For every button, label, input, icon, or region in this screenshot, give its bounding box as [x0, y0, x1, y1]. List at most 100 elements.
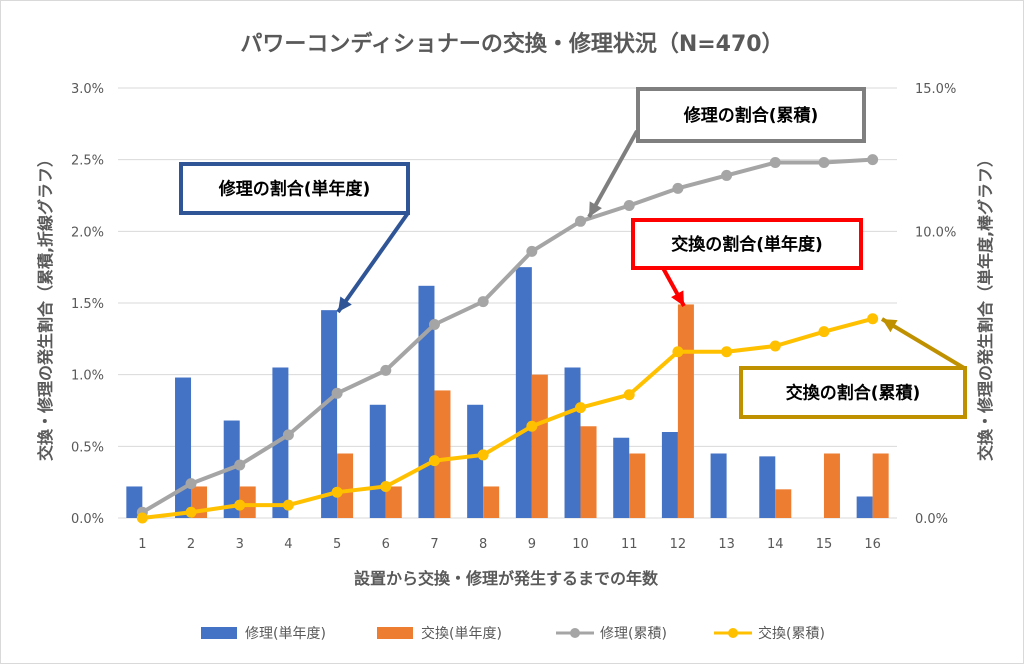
legend-label: 交換(単年度) [421, 625, 502, 642]
bar [823, 453, 840, 518]
legend-label: 修理(単年度) [245, 626, 326, 642]
x-tick-label: 14 [767, 537, 784, 552]
callout-arrowhead [338, 296, 352, 312]
legend-swatch-marker [570, 628, 580, 638]
bar [483, 486, 500, 518]
bar [629, 453, 646, 518]
line-point [769, 340, 781, 352]
right-tick-label: 15.0% [915, 82, 956, 97]
line-point [721, 169, 733, 181]
legend-swatch [377, 627, 413, 639]
bar [872, 453, 889, 518]
left-tick-label: 0.0% [71, 512, 104, 527]
x-tick-label: 15 [816, 537, 833, 552]
callout-arrowhead [882, 319, 898, 333]
left-tick-label: 2.5% [71, 154, 104, 169]
x-axis-ticks: 1 2 3 4 5 6 7 8 9 10 11 12 13 14 15 16 [138, 537, 881, 552]
callout-box [636, 87, 866, 143]
bar [531, 374, 548, 518]
bar [661, 432, 678, 518]
bar [564, 367, 581, 518]
x-tick-label: 2 [187, 537, 195, 552]
left-tick-label: 3.0% [71, 82, 104, 97]
line-point [380, 364, 392, 376]
line-point [428, 319, 440, 330]
line-point [428, 455, 440, 467]
line-point [526, 245, 538, 257]
bar [467, 404, 484, 518]
callout-box [631, 218, 863, 270]
x-tick-label: 10 [572, 537, 589, 552]
legend-label: 修理(累積) [600, 626, 667, 642]
x-tick-label: 6 [382, 537, 390, 552]
bar [434, 390, 451, 518]
line-point [672, 346, 684, 358]
right-axis-title: 交換・修理の発生割合（単年度,棒グラフ） [976, 151, 995, 461]
callout-box [739, 366, 967, 419]
gridlines [118, 87, 897, 519]
x-tick-label: 1 [138, 537, 146, 552]
bar [321, 310, 338, 518]
series-line [142, 316, 874, 520]
line-point [818, 326, 830, 338]
x-tick-label: 12 [670, 537, 687, 552]
x-tick-label: 7 [430, 537, 438, 552]
x-tick-label: 9 [528, 537, 536, 552]
line-point [818, 157, 830, 169]
line-point [477, 296, 489, 308]
right-tick-label: 0.0% [915, 512, 948, 527]
left-tick-label: 1.0% [71, 369, 104, 384]
legend-swatch-marker [728, 628, 738, 638]
x-tick-label: 3 [236, 537, 244, 552]
bar [337, 453, 354, 518]
right-axis-ticks: 0.0%5.0%10.0%15.0% [915, 82, 956, 527]
bar [515, 267, 532, 518]
x-tick-label: 5 [333, 537, 341, 552]
x-tick-label: 13 [718, 537, 735, 552]
chart-title: パワーコンディショナーの交換・修理状況（N=470） [240, 31, 783, 57]
line-point [721, 346, 733, 358]
line-point [282, 499, 294, 511]
line-point [185, 506, 197, 518]
callouts: 修理の割合(単年度) 修理の割合(累積) 交換の割合(単年度) 交換の割合(累積) [179, 87, 967, 419]
line-point [769, 157, 781, 169]
callout-arrowhead [671, 290, 684, 306]
x-tick-label: 8 [479, 537, 487, 552]
callout-label: 交換の割合(単年度) [671, 234, 823, 255]
line-point [526, 420, 538, 432]
line-point [867, 313, 879, 325]
callout-label: 修理の割合(累積) [683, 105, 819, 126]
series-line [141, 157, 873, 514]
bar [272, 367, 289, 518]
bar [175, 377, 192, 518]
callout-label: 交換の割合(累積) [786, 383, 921, 404]
legend-swatch [201, 627, 237, 639]
line-point [331, 486, 343, 498]
bar [580, 426, 597, 518]
left-tick-label: 0.5% [71, 440, 104, 455]
left-tick-label: 1.5% [71, 297, 104, 312]
line-point [282, 429, 294, 441]
callout-arrow-line [587, 130, 639, 218]
bar [710, 453, 727, 518]
line-point [867, 154, 879, 166]
x-tick-label: 4 [284, 537, 292, 552]
line-point [234, 459, 246, 471]
bar [385, 486, 402, 518]
callout-arrow-line [336, 211, 410, 314]
legend: 修理(単年度) 交換(単年度) 修理(累積) 交換(累積) [201, 625, 825, 642]
callout-arrowhead [589, 201, 602, 217]
bar [677, 304, 694, 518]
bar [759, 456, 776, 518]
line-point [380, 480, 392, 492]
callout-label: 修理の割合(単年度) [218, 179, 371, 200]
x-axis-title: 設置から交換・修理が発生するまでの年数 [354, 569, 659, 588]
line-point [185, 478, 197, 490]
x-tick-label: 11 [621, 537, 638, 552]
left-axis-title: 交換・修理の発生割合（累積,折線グラフ） [36, 151, 55, 461]
line-point [623, 200, 635, 212]
right-tick-label: 10.0% [915, 225, 956, 240]
line-point [477, 449, 489, 461]
line-point [672, 182, 684, 194]
